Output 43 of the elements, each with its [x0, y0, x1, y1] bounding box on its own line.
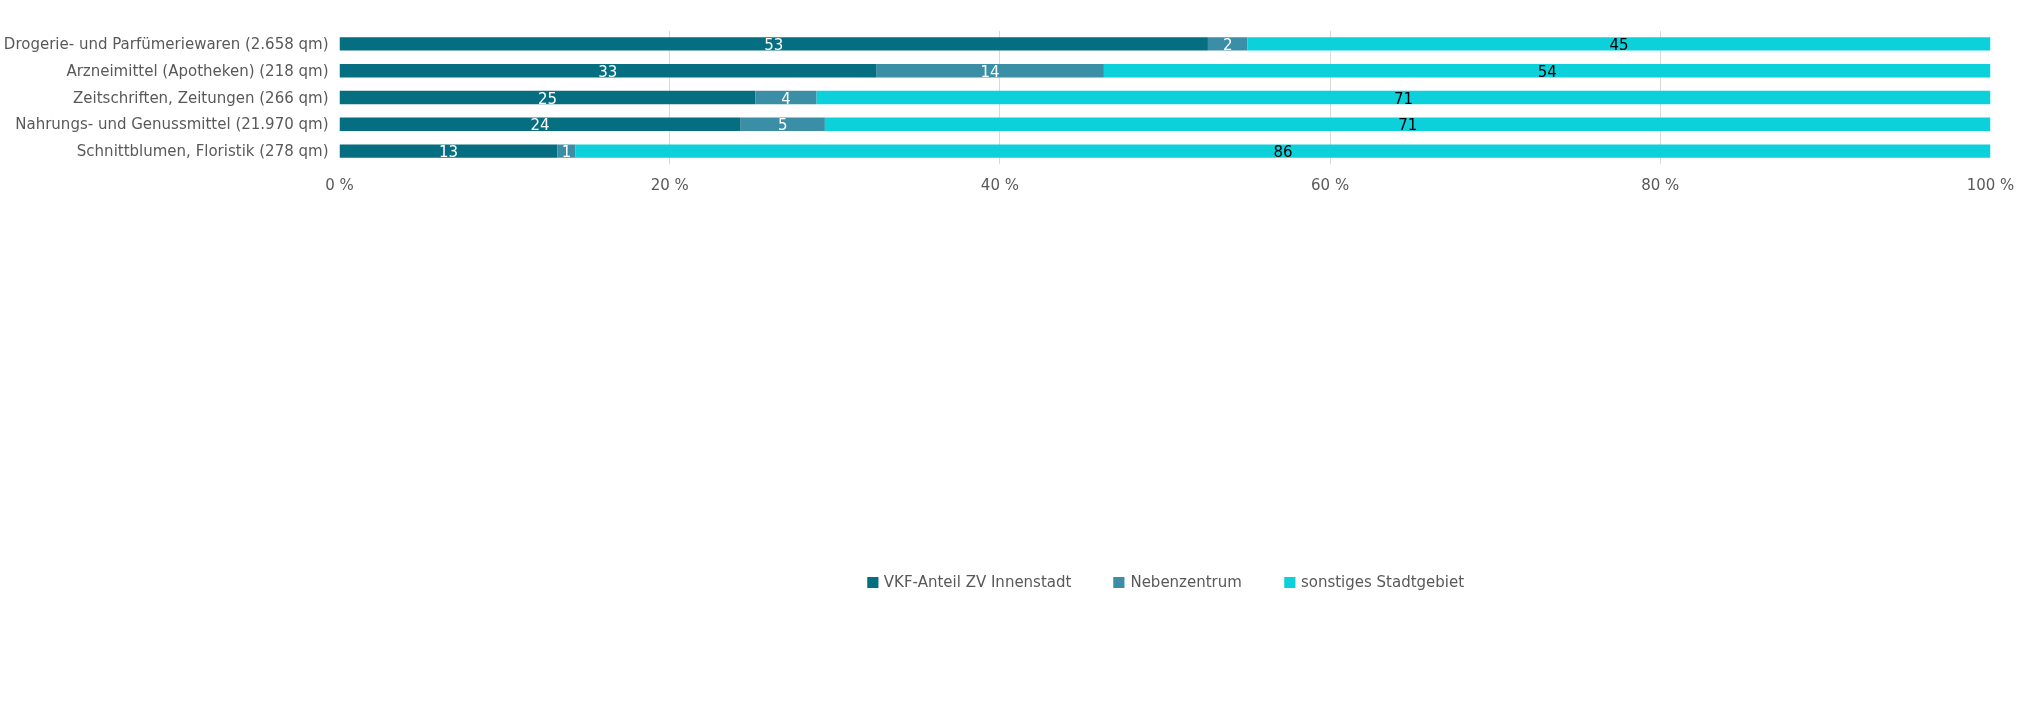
- y-tick-label: Arzneimittel (Apotheken) (218 qm): [66, 61, 329, 80]
- y-tick-label: Zeitschriften, Zeitungen (266 qm): [73, 88, 329, 107]
- bar: [575, 144, 1991, 158]
- data-label: 71: [1394, 89, 1414, 108]
- bar: [740, 117, 825, 131]
- y-tick-label: Nahrungs- und Genussmittel (21.970 qm): [15, 115, 329, 134]
- bar: [824, 117, 1991, 131]
- x-tick-label: 0 %: [325, 175, 354, 194]
- bar: [876, 64, 1104, 78]
- bar: [339, 144, 558, 158]
- data-label: 2: [1222, 35, 1233, 54]
- data-label: 53: [764, 35, 784, 54]
- data-label: 5: [778, 116, 788, 135]
- x-tick-label: 20 %: [650, 175, 689, 194]
- data-label: 1: [561, 143, 572, 162]
- x-tick-label: 100 %: [1966, 175, 2015, 194]
- bar: [816, 90, 1991, 105]
- data-label: 54: [1537, 62, 1557, 81]
- legend-label: sonstiges Stadtgebiet: [1300, 572, 1465, 591]
- legend-label: VKF-Anteil ZV Innenstadt: [883, 572, 1072, 591]
- x-tick-label: 80 %: [1641, 175, 1680, 194]
- data-label: 86: [1273, 143, 1293, 162]
- bar: [339, 90, 756, 105]
- data-label: 25: [537, 89, 558, 108]
- bar: [339, 37, 1208, 51]
- y-tick-label: Schnittblumen, Floristik (278 qm): [76, 142, 329, 161]
- legend-label: Nebenzentrum: [1130, 572, 1242, 591]
- data-label: 14: [980, 62, 1000, 81]
- bar: [1103, 64, 1991, 78]
- data-label: 4: [781, 89, 791, 108]
- bar: [339, 64, 877, 78]
- bar: [1247, 37, 1991, 51]
- data-label: 24: [530, 116, 550, 135]
- bar: [339, 117, 741, 131]
- x-tick-label: 60 %: [1311, 175, 1350, 194]
- data-label: 45: [1609, 35, 1629, 54]
- data-label: 13: [438, 143, 459, 162]
- bar: [557, 144, 576, 158]
- data-label: 71: [1398, 116, 1418, 135]
- data-label: 33: [598, 62, 618, 81]
- x-tick-label: 40 %: [980, 175, 1019, 194]
- y-tick-label: Drogerie- und Parfümeriewaren (2.658 qm): [3, 34, 329, 53]
- bar: [1207, 37, 1248, 51]
